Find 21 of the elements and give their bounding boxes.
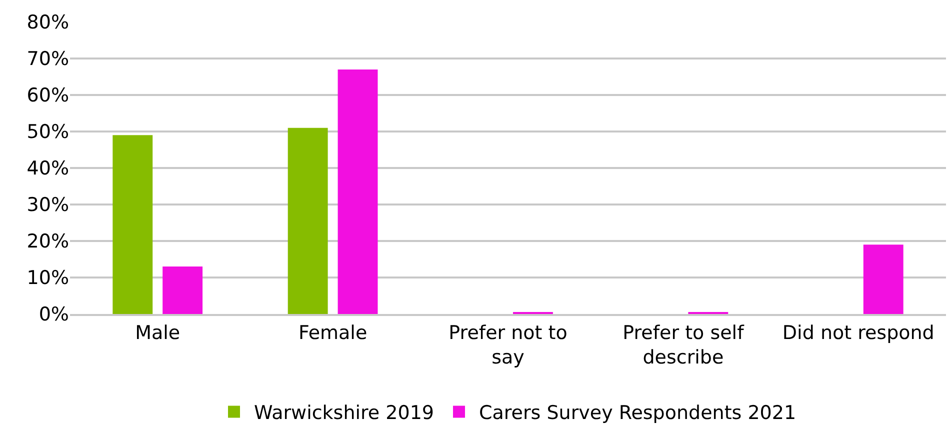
y-tick-label: 30%: [26, 194, 69, 216]
x-tick-label: Did not respond: [782, 322, 934, 344]
x-tick-label: Prefer to self describe: [622, 322, 746, 368]
y-tick-label: 70%: [26, 48, 69, 70]
x-tick-label: Prefer not to say: [448, 322, 568, 368]
y-tick-label: 80%: [26, 12, 69, 34]
y-tick-label: 50%: [26, 121, 69, 144]
y-tick-label: 0%: [38, 304, 69, 326]
bar: [863, 244, 904, 314]
x-tick-label: Male: [135, 322, 180, 344]
y-tick-label: 60%: [26, 84, 69, 107]
y-tick-label: 20%: [26, 230, 69, 253]
y-tick-label: 40%: [26, 158, 69, 180]
bar: [112, 135, 153, 314]
bar: [288, 128, 328, 314]
legend-label: Carers Survey Respondents 2021: [479, 402, 796, 424]
y-tick-label: 10%: [26, 267, 69, 290]
x-tick-label: Female: [298, 322, 368, 344]
bar: [338, 69, 378, 314]
bar: [162, 266, 203, 314]
legend-label: Warwickshire 2019: [254, 402, 434, 424]
